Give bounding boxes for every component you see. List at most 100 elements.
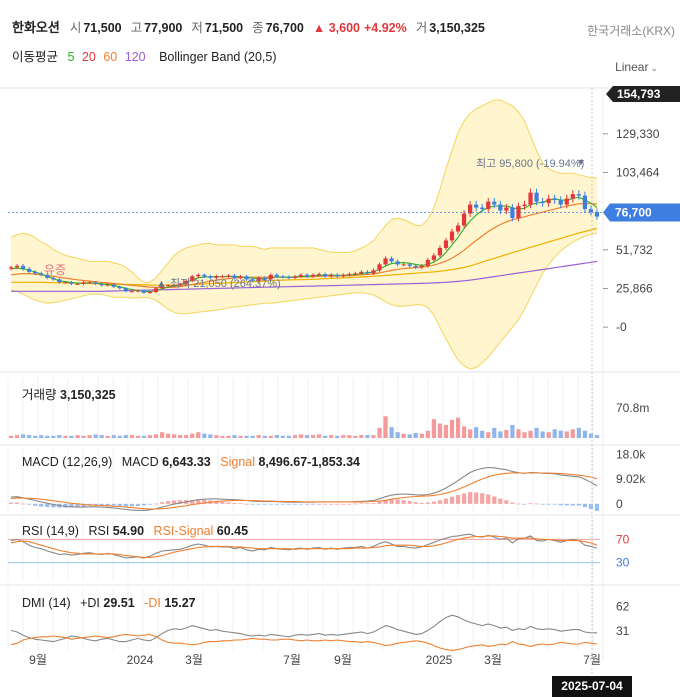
candle-body (582, 195, 588, 210)
volume-bar (159, 432, 165, 438)
macd-histogram-bar (443, 498, 449, 504)
volume-bar (419, 433, 424, 438)
macd-histogram-bar (564, 503, 569, 506)
volume-bar (425, 430, 430, 438)
macd-histogram-bar (371, 503, 376, 504)
macd-histogram-bar (27, 503, 32, 505)
candle-body (8, 267, 14, 269)
macd-histogram-bar (504, 500, 509, 504)
candle-body (492, 201, 497, 205)
chevron-down-icon: ⌄ (650, 63, 658, 73)
change-value: ▲ 3,600 (312, 21, 360, 35)
candle-body (232, 275, 237, 278)
y-tick-label: 25,866 (616, 281, 653, 295)
volume-bar (208, 434, 213, 438)
macd-histogram-bar (449, 496, 455, 504)
macd-histogram-bar (492, 496, 497, 504)
volume-panel-legend: 거래량 3,150,325 (22, 384, 116, 403)
macd-histogram-bar (262, 503, 267, 505)
macd-histogram-bar (141, 503, 147, 506)
macd-histogram-bar (51, 503, 56, 508)
macd-histogram-bar (153, 503, 159, 505)
cursor-date-badge: 2025-07-04 (552, 676, 632, 697)
volume-bar (256, 435, 261, 438)
macd-histogram-bar (298, 503, 304, 505)
candle-body (81, 282, 86, 284)
volume-bar (365, 435, 370, 438)
macd-histogram-bar (359, 503, 364, 505)
macd-histogram-bar (238, 503, 243, 505)
candle-body (419, 265, 424, 268)
volume-bar (165, 433, 171, 438)
low-label: 저 (191, 21, 203, 35)
macd-histogram-bar (39, 503, 44, 507)
volume-bar (594, 435, 600, 438)
scale-value: Linear (615, 60, 649, 74)
candle-body (576, 194, 581, 196)
volume-bar (546, 432, 551, 438)
volume-bar (93, 434, 98, 438)
ma20-label: 20 (81, 50, 96, 64)
macd-histogram-bar (341, 503, 346, 505)
candle-body (552, 198, 557, 201)
macd-histogram-bar (286, 503, 292, 505)
low-annotation: ▲ 최저 21,050 (264.37%) (156, 277, 281, 290)
price-badge-label: 76,700 (615, 206, 652, 220)
volume-bar (431, 419, 436, 438)
volume-bar (14, 435, 20, 438)
pdi-label: +DI (80, 596, 100, 610)
candle-body (498, 204, 503, 211)
candle-body (546, 198, 551, 204)
stock-name[interactable]: 한화오션 (12, 20, 60, 35)
candle-body (558, 200, 563, 205)
volume-bar (280, 435, 285, 438)
candle-body (256, 277, 261, 281)
candle-body (238, 276, 243, 278)
bollinger-upper-line (10, 99, 597, 283)
macd-histogram-bar (474, 492, 479, 504)
macd-histogram-bar (232, 503, 237, 504)
candle-body (244, 276, 249, 280)
volume-bar (87, 435, 92, 438)
x-tick-label: 9월 (334, 653, 352, 667)
macd-histogram-bar (486, 494, 491, 504)
candle-body (528, 192, 533, 205)
dmi-tick-label: 31 (616, 624, 630, 638)
macd-hist-value: -1,853.34 (307, 455, 360, 469)
volume-bar (232, 435, 237, 438)
candle-body (274, 274, 279, 277)
volume-bar (20, 434, 26, 438)
macd-histogram-bar (220, 501, 225, 504)
mdi-value: 15.27 (164, 596, 196, 610)
candle-body (486, 201, 491, 210)
macd-histogram-bar (165, 501, 171, 504)
candle-body (93, 282, 98, 284)
volume-bar (341, 435, 346, 438)
high-marker-icon (578, 160, 584, 165)
candle-body (57, 279, 62, 283)
macd-histogram-bar (250, 503, 255, 505)
macd-histogram-bar (437, 500, 443, 504)
volume-bar (383, 416, 388, 438)
x-tick-label: 2024 (127, 653, 154, 667)
candle-body (455, 225, 461, 232)
rsi-tick-label: 30 (616, 556, 630, 570)
mdi-line (10, 633, 598, 651)
candle-body (123, 288, 128, 292)
candle-body (117, 286, 122, 289)
volume-bar (389, 427, 394, 438)
rsi-signal-label: RSI-Signal (153, 524, 214, 538)
indicator-legend[interactable]: 이동평균 5 20 60 120 Bollinger Band (20,5) (12, 46, 281, 65)
candle-body (286, 277, 292, 279)
scale-dropdown[interactable]: Linear ⌄ (615, 60, 658, 74)
volume-bar (570, 429, 575, 438)
candle-body (298, 274, 304, 277)
rsi-panel-legend: RSI (14,9) RSI 54.90 RSI-Signal 60.45 (22, 524, 248, 538)
candle-body (208, 276, 213, 278)
macd-histogram-bar (365, 503, 370, 505)
candle-body (449, 231, 455, 241)
candle-body (588, 209, 594, 213)
macd-line (10, 466, 598, 511)
volume-bar (63, 435, 68, 438)
